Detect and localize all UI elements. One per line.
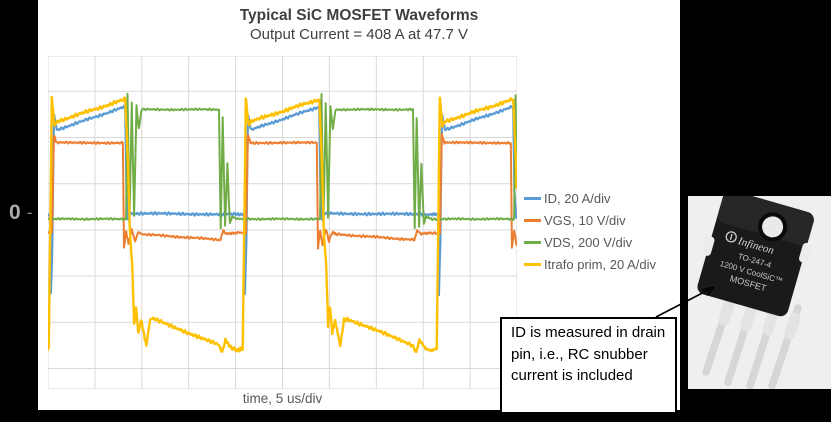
legend-item-id: ID, 20 A/div bbox=[524, 191, 656, 206]
legend-swatch-vgs-icon bbox=[524, 219, 541, 222]
mosfet-body: Infineon TO-247-4 1200 V CoolSiC™ MOSFET bbox=[697, 190, 814, 317]
legend-label-vgs: VGS, 10 V/div bbox=[544, 213, 626, 228]
zero-axis-label: 0 - bbox=[9, 201, 32, 225]
infineon-logo-icon bbox=[725, 231, 737, 243]
callout-arrow-icon bbox=[655, 286, 715, 318]
legend-item-itrafo: Itrafo prim, 20 A/div bbox=[524, 257, 656, 272]
zero-tick-mark: - bbox=[26, 203, 33, 222]
legend-swatch-id-icon bbox=[524, 197, 541, 200]
legend-item-vds: VDS, 200 V/div bbox=[524, 235, 656, 250]
legend-swatch-vds-icon bbox=[524, 241, 541, 244]
chart-title: Typical SiC MOSFET Waveforms bbox=[239, 7, 479, 24]
mounting-hole bbox=[758, 212, 788, 242]
callout-note: ID is measured in drain pin, i.e., RC sn… bbox=[500, 317, 677, 414]
chart-subtitle: Output Current = 408 A at 47.7 V bbox=[249, 26, 469, 43]
plot-area bbox=[46, 55, 518, 390]
legend: ID, 20 A/div VGS, 10 V/div VDS, 200 V/di… bbox=[524, 191, 656, 272]
mosfet-pins bbox=[702, 290, 802, 390]
legend-item-vgs: VGS, 10 V/div bbox=[524, 213, 656, 228]
legend-label-id: ID, 20 A/div bbox=[544, 191, 611, 206]
legend-swatch-itrafo-icon bbox=[524, 263, 541, 266]
x-axis-label: time, 5 us/div bbox=[242, 391, 323, 406]
zero-value: 0 bbox=[9, 201, 21, 224]
chart-panel: Typical SiC MOSFET Waveforms Output Curr… bbox=[38, 0, 680, 410]
legend-label-vds: VDS, 200 V/div bbox=[544, 235, 633, 250]
mosfet-package: Infineon TO-247-4 1200 V CoolSiC™ MOSFET bbox=[697, 190, 814, 390]
mosfet-photo: Infineon TO-247-4 1200 V CoolSiC™ MOSFET bbox=[688, 190, 831, 390]
waveform-canvas bbox=[46, 55, 518, 390]
legend-label-itrafo: Itrafo prim, 20 A/div bbox=[544, 257, 656, 272]
